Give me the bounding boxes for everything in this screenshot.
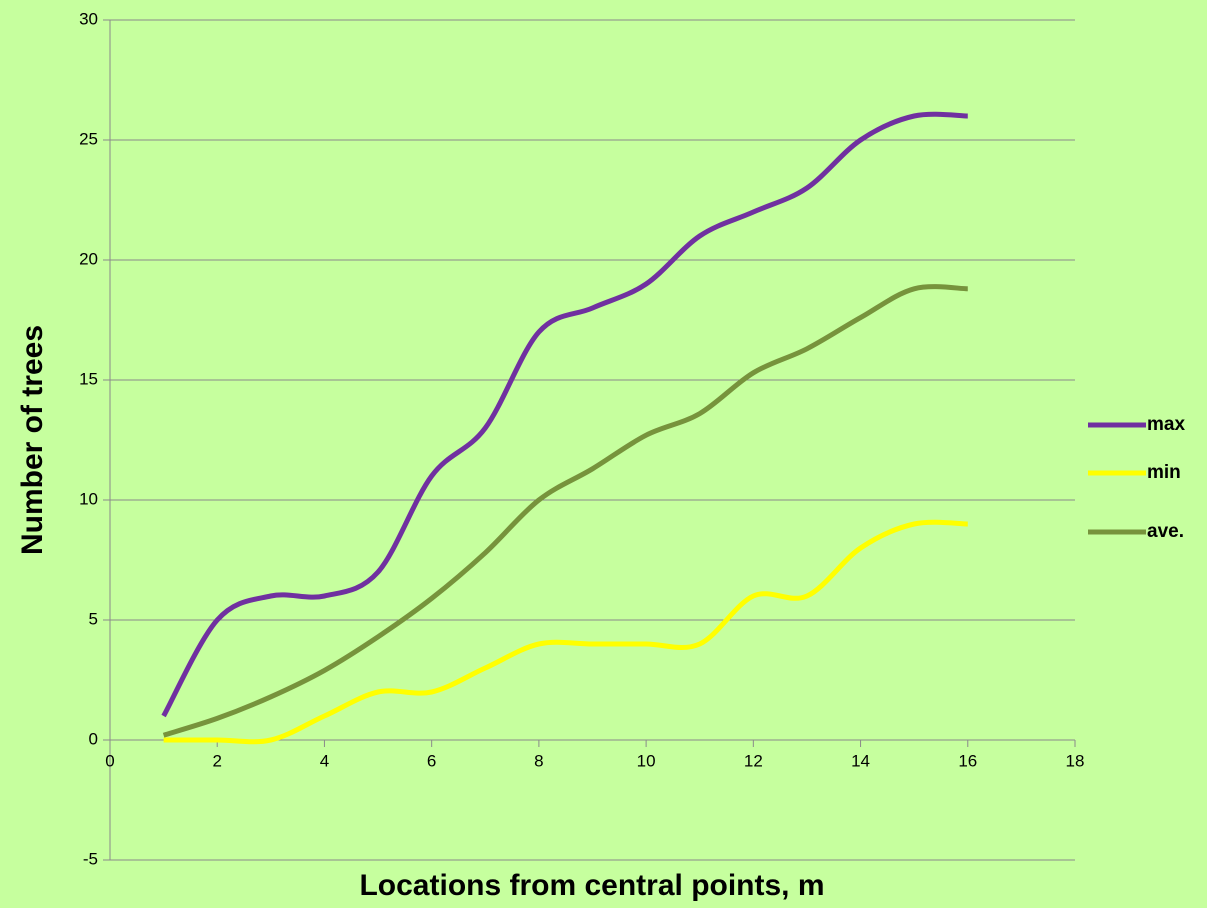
y-tick-label: 5 <box>89 609 98 628</box>
x-tick-label: 8 <box>534 751 543 770</box>
y-tick-label: 15 <box>79 369 98 388</box>
x-tick-label: 6 <box>427 751 436 770</box>
y-tick-label: 30 <box>79 9 98 28</box>
legend-label: max <box>1147 414 1185 435</box>
y-tick-label: 25 <box>79 129 98 148</box>
x-tick-label: 10 <box>637 751 656 770</box>
data-line <box>162 284 968 738</box>
y-tick-label: -5 <box>83 849 98 868</box>
x-tick-label: 4 <box>320 751 329 770</box>
data-line <box>161 111 968 718</box>
x-axis-title: Locations from central points, m <box>359 869 824 902</box>
legend-label: ave. <box>1147 521 1184 542</box>
y-tick-label: 0 <box>89 729 98 748</box>
legend-label: min <box>1147 462 1181 483</box>
y-tick-label: 10 <box>79 489 98 508</box>
data-line <box>163 519 968 745</box>
x-tick-label: 0 <box>105 751 114 770</box>
x-tick-label: 18 <box>1066 751 1085 770</box>
y-tick-label: 20 <box>79 249 98 268</box>
x-tick-label: 2 <box>212 751 221 770</box>
x-tick-label: 14 <box>851 751 870 770</box>
x-tick-label: 16 <box>958 751 977 770</box>
y-axis-title: Number of trees <box>16 325 49 555</box>
x-tick-label: 12 <box>744 751 763 770</box>
